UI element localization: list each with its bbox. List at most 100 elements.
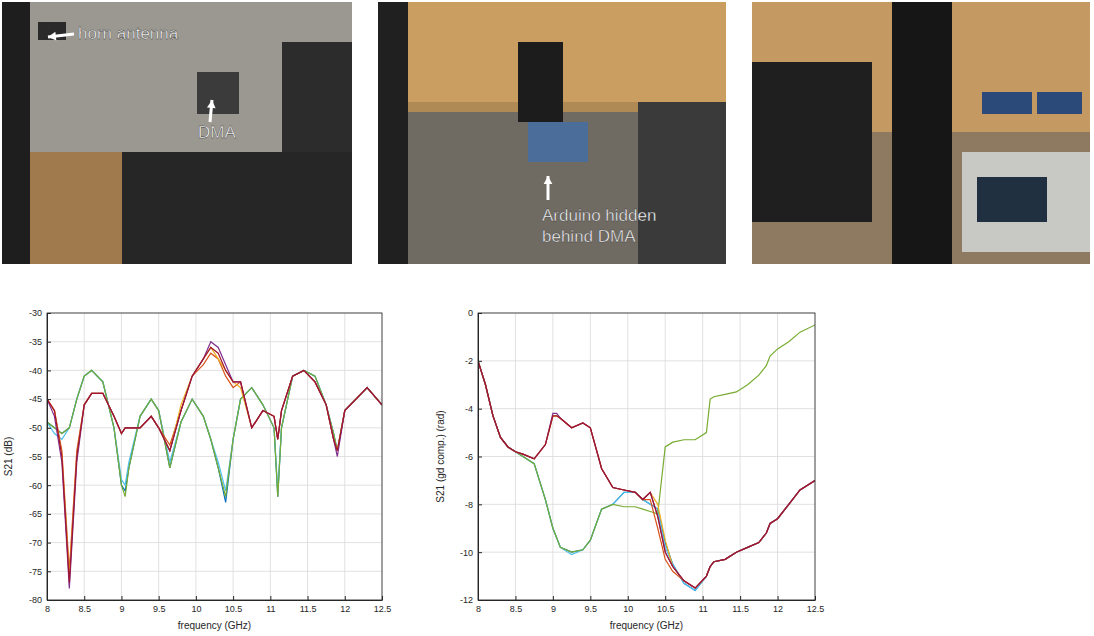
lines: [478, 325, 815, 590]
tick-mark: [345, 596, 346, 600]
tick-label: -12: [460, 595, 473, 605]
tick-mark: [308, 596, 309, 600]
series-line: [478, 361, 815, 591]
photo-shape: [282, 42, 352, 152]
series-line: [47, 353, 382, 571]
series-line: [478, 361, 815, 588]
x-axis: 88.599.51010.51111.51212.5: [45, 596, 391, 614]
tick: -8: [465, 500, 482, 510]
tick: -60: [29, 481, 51, 491]
chart: 88.599.51010.51111.51212.5-12-10-8-6-4-2…: [435, 308, 824, 631]
tick-label: -8: [465, 500, 473, 510]
tick: -40: [29, 366, 51, 376]
tick-mark: [778, 596, 779, 600]
tick: -30: [29, 308, 51, 318]
photo-shape: [2, 2, 352, 264]
tick-label: -80: [29, 595, 42, 605]
series-line: [478, 361, 815, 588]
tick: 11: [266, 596, 275, 614]
tick: -75: [29, 567, 51, 577]
tick-mark: [665, 596, 666, 600]
tick-mark: [47, 485, 51, 486]
tick: -50: [29, 423, 51, 433]
tick-mark: [478, 361, 482, 362]
tick: -80: [29, 595, 51, 605]
tick-label: 12: [340, 604, 350, 614]
tick-label: 9.5: [585, 604, 598, 614]
tick-label: 10.5: [657, 604, 675, 614]
y-axis: -80-75-70-65-60-55-50-45-40-35-30: [29, 308, 51, 605]
photo: [378, 2, 726, 264]
tick-label: 11.5: [732, 604, 749, 614]
tick: 12.5: [807, 596, 825, 614]
annotation-arrowhead: [544, 176, 553, 184]
grid-line-y: [47, 399, 382, 400]
tick-label: -45: [29, 394, 42, 404]
tick: -45: [29, 394, 51, 404]
y-axis-title: S21 (dB): [3, 437, 14, 476]
tick: 10: [191, 596, 201, 614]
series-line: [478, 361, 815, 588]
plot-frame: [478, 313, 815, 600]
y-axis-title: S21 (gd comp.) (rad): [435, 410, 446, 502]
tick-mark: [47, 514, 51, 515]
tick-mark: [628, 596, 629, 600]
photo-shape: [752, 62, 872, 222]
tick-mark: [47, 543, 51, 544]
tick-mark: [703, 596, 704, 600]
tick: 9: [119, 596, 124, 614]
grid-line-y: [47, 542, 382, 543]
axis-line: [48, 600, 383, 601]
tick-label: -75: [29, 567, 42, 577]
tick-label: -30: [29, 308, 42, 318]
tick-label: 9: [551, 604, 556, 614]
tick-label: -55: [29, 452, 42, 462]
photo-shape: [892, 2, 952, 264]
series-line: [478, 325, 815, 552]
tick-label: -50: [29, 423, 42, 433]
grid-line-y: [47, 456, 382, 457]
tick-mark: [47, 399, 51, 400]
plot-background: [47, 313, 382, 600]
grid-line-y: [47, 513, 382, 514]
tick: 11: [698, 596, 707, 614]
series-line: [47, 342, 382, 589]
grid: [478, 313, 815, 600]
tick-mark: [196, 596, 197, 600]
plot-frame: [47, 313, 382, 600]
series-line: [47, 370, 382, 496]
tick: -65: [29, 509, 51, 519]
tick-label: -2: [465, 356, 473, 366]
tick-label: 10: [191, 604, 201, 614]
grid: [47, 313, 382, 600]
grid-line-y: [47, 341, 382, 342]
tick-label: 11.5: [300, 604, 317, 614]
tick-label: -6: [465, 452, 473, 462]
figure: horn antennaDMAArduino hiddenbehind DMA8…: [0, 0, 1094, 636]
x-axis-title: frequency (GHz): [178, 620, 251, 631]
tick-mark: [47, 571, 51, 572]
tick-label: 11: [698, 604, 707, 614]
tick: -12: [460, 595, 482, 605]
tick-label: 11: [266, 604, 275, 614]
tick-mark: [553, 596, 554, 600]
tick-mark: [478, 552, 482, 553]
tick: 12: [773, 596, 783, 614]
tick-mark: [84, 596, 85, 600]
annotation-arrowhead: [207, 100, 216, 108]
tick-label: 12: [773, 604, 783, 614]
tick-label: -65: [29, 509, 42, 519]
tick: 10.5: [225, 596, 243, 614]
tick-mark: [478, 504, 482, 505]
tick-mark: [740, 596, 741, 600]
photo-shape: [977, 177, 1047, 222]
tick: -2: [465, 356, 482, 366]
tick-label: 12.5: [807, 604, 825, 614]
tick: 11.5: [300, 596, 317, 614]
photo-shape: [1037, 92, 1082, 114]
tick-label: 10: [623, 604, 633, 614]
tick: 9.5: [153, 596, 166, 614]
grid-line-y: [47, 571, 382, 572]
series-line: [47, 370, 382, 502]
series-line: [47, 347, 382, 577]
